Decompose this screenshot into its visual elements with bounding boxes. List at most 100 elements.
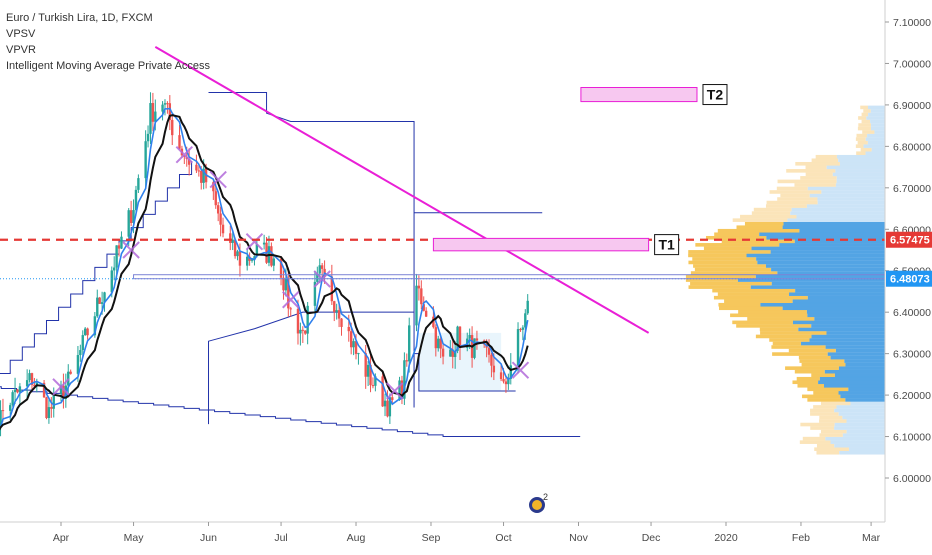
volume-bar-down	[807, 295, 885, 300]
candle-body	[499, 372, 503, 380]
candle-body	[487, 347, 491, 355]
candle-body	[93, 316, 97, 336]
volume-bar-up	[688, 253, 747, 258]
volume-bar-up	[861, 119, 871, 124]
candle-body	[163, 103, 167, 105]
volume-bar-up	[766, 200, 818, 205]
candle-body	[168, 103, 172, 120]
volume-bar-up	[759, 327, 799, 332]
volume-bar-up	[703, 246, 752, 251]
volume-bar-up	[857, 140, 868, 145]
candle-body	[519, 329, 522, 331]
signal-marker	[209, 170, 227, 189]
candle-body	[424, 310, 428, 317]
volume-bar-up	[813, 405, 837, 409]
candle-body	[304, 330, 307, 334]
volume-bar-down	[795, 288, 885, 293]
volume-bar-up	[777, 179, 837, 184]
legend-indicator-ima[interactable]: Intelligent Moving Average Private Acces…	[6, 60, 211, 72]
volume-bar-down	[817, 197, 885, 201]
candle-body	[422, 304, 425, 311]
candle-body	[16, 389, 19, 393]
candle-body	[103, 292, 106, 303]
volume-bar-up	[744, 221, 784, 226]
volume-bar-down	[824, 383, 885, 388]
current-price-tag-label: 6.48073	[890, 274, 930, 286]
target-label-box-t2	[702, 84, 728, 106]
time-tick-label: Aug	[347, 532, 366, 544]
volume-bar-down	[751, 246, 885, 251]
candle-body	[403, 360, 406, 399]
candle-body	[439, 338, 442, 349]
candle-body	[340, 318, 343, 327]
volume-bar-up	[712, 288, 796, 293]
volume-bar-down	[801, 341, 885, 346]
candle-body	[284, 278, 288, 291]
candle-body	[272, 258, 275, 266]
volume-bar-up	[717, 228, 800, 233]
volume-bar-down	[766, 235, 885, 240]
candle-body	[279, 258, 283, 278]
candle-body	[316, 273, 319, 282]
candle-body	[1, 410, 5, 412]
volume-bar-down	[836, 179, 885, 184]
candle-body	[52, 393, 55, 409]
candle-body	[509, 365, 512, 379]
volume-bar-up	[819, 419, 847, 423]
candle-body	[299, 329, 302, 334]
volume-bar-down	[863, 144, 885, 148]
volume-bar-down	[807, 313, 885, 318]
target-zone-t2	[580, 86, 698, 103]
volume-bar-up	[693, 264, 766, 268]
candle-body	[381, 376, 384, 407]
candle-body	[420, 288, 423, 305]
volume-bar-up	[788, 348, 836, 353]
time-tick-label: Jun	[200, 532, 217, 544]
vpsv-range-line	[208, 311, 415, 425]
candle-body	[200, 170, 203, 183]
vpsv-range-line	[414, 353, 516, 392]
candle-body	[456, 326, 459, 351]
candle-body	[255, 244, 259, 257]
volume-bar-up	[692, 257, 757, 261]
candle-body	[504, 381, 508, 385]
candle-body	[434, 327, 438, 349]
candle-body	[502, 379, 505, 382]
volume-bar-down	[765, 264, 885, 268]
volume-bar-up	[860, 105, 868, 110]
candle-body	[333, 301, 336, 312]
support-price-tag	[886, 231, 932, 248]
volume-bar-down	[811, 334, 885, 339]
volume-bar-up	[860, 147, 872, 152]
volume-bar-up	[732, 218, 788, 222]
volume-bar-up	[811, 373, 835, 378]
volume-bar-up	[795, 161, 840, 166]
volume-bar-up	[747, 317, 815, 321]
volume-bar-down	[792, 299, 885, 304]
candle-body	[441, 348, 445, 357]
candle-body	[451, 349, 454, 357]
candle-body	[146, 133, 150, 142]
candle-body	[149, 103, 152, 134]
volume-bar-up	[769, 338, 810, 342]
candle-body	[178, 135, 181, 149]
volume-bar-down	[867, 133, 885, 138]
volume-bar-up	[814, 447, 849, 452]
volume-bar-up	[807, 398, 846, 402]
volume-bar-down	[846, 419, 885, 423]
candle-body	[320, 265, 324, 269]
legend-indicator-vpsv[interactable]: VPSV	[6, 28, 36, 40]
price-tick-label: 6.80000	[893, 141, 931, 153]
candle-body	[369, 364, 372, 386]
candle-body	[13, 389, 17, 393]
candle-body	[475, 338, 479, 341]
volume-bar-up	[819, 415, 843, 420]
candle-body	[62, 385, 65, 399]
candle-body	[449, 349, 452, 357]
volume-bar-up	[794, 369, 825, 374]
legend-symbol[interactable]: Euro / Turkish Lira, 1D, FXCM	[6, 12, 153, 24]
legend-indicator-vpvr[interactable]: VPVR	[6, 44, 36, 56]
volume-bar-up	[780, 193, 810, 198]
